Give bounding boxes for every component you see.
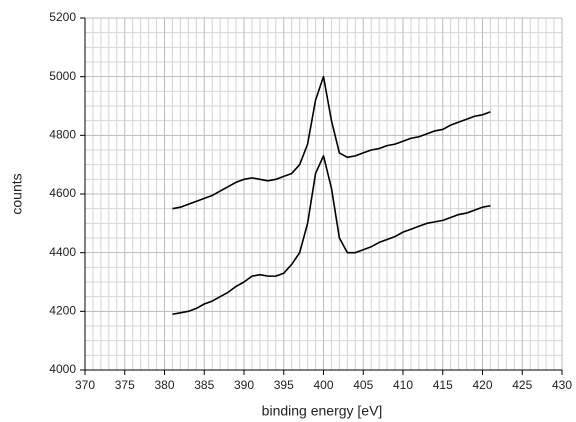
- x-tick-label: 420: [472, 378, 492, 392]
- x-tick-label: 385: [194, 378, 214, 392]
- x-tick-label: 390: [234, 378, 254, 392]
- y-axis-label: counts: [9, 173, 25, 214]
- x-tick-label: 380: [154, 378, 174, 392]
- x-tick-label: 400: [313, 378, 333, 392]
- y-tick-label: 4800: [49, 128, 76, 142]
- y-tick-label: 5200: [49, 10, 76, 24]
- y-tick-label: 4600: [49, 186, 76, 200]
- x-tick-label: 375: [115, 378, 135, 392]
- y-tick-label: 4200: [49, 304, 76, 318]
- y-tick-label: 4000: [49, 362, 76, 376]
- y-tick-label: 4400: [49, 245, 76, 259]
- x-tick-label: 425: [512, 378, 532, 392]
- data-line: [172, 155, 491, 316]
- y-tick-label: 5000: [49, 69, 76, 83]
- data-line: [172, 75, 491, 210]
- x-axis-label: binding energy [eV]: [262, 403, 383, 419]
- x-tick-label: 405: [353, 378, 373, 392]
- x-tick-label: 370: [75, 378, 95, 392]
- x-tick-label: 410: [393, 378, 413, 392]
- x-tick-label: 415: [433, 378, 453, 392]
- x-tick-label: 430: [552, 378, 572, 392]
- x-tick-label: 395: [274, 378, 294, 392]
